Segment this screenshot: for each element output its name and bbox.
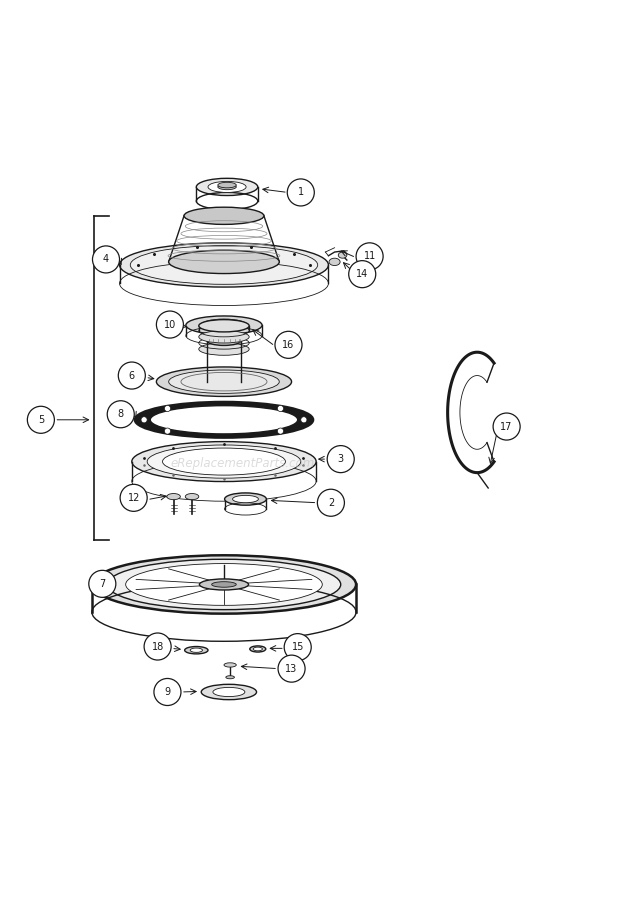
Circle shape [27, 406, 55, 434]
Circle shape [156, 311, 184, 338]
Ellipse shape [92, 556, 356, 613]
Circle shape [284, 634, 311, 660]
Ellipse shape [218, 182, 236, 188]
Text: 7: 7 [99, 579, 105, 589]
Ellipse shape [201, 319, 247, 331]
Ellipse shape [202, 684, 257, 700]
Text: eReplacementParts.com: eReplacementParts.com [170, 457, 314, 470]
Text: 3: 3 [338, 454, 343, 464]
Ellipse shape [107, 559, 341, 610]
Circle shape [493, 413, 520, 440]
Ellipse shape [184, 207, 264, 225]
Ellipse shape [200, 579, 249, 590]
Circle shape [278, 655, 305, 682]
Circle shape [348, 260, 376, 288]
Circle shape [164, 428, 171, 434]
Ellipse shape [213, 688, 245, 697]
Text: 8: 8 [118, 409, 124, 419]
Ellipse shape [135, 402, 313, 437]
Ellipse shape [199, 320, 249, 332]
Ellipse shape [147, 445, 301, 478]
Ellipse shape [199, 331, 249, 343]
Text: 6: 6 [129, 370, 135, 381]
Circle shape [120, 484, 147, 512]
Ellipse shape [156, 367, 291, 396]
Text: 11: 11 [363, 251, 376, 261]
Ellipse shape [197, 178, 258, 195]
Ellipse shape [162, 448, 285, 475]
Circle shape [89, 570, 116, 597]
Text: 4: 4 [103, 254, 109, 264]
Circle shape [301, 416, 307, 423]
Ellipse shape [150, 405, 298, 434]
Ellipse shape [185, 493, 199, 500]
Text: 12: 12 [128, 492, 140, 503]
Circle shape [327, 446, 354, 472]
Ellipse shape [339, 252, 347, 259]
Text: 15: 15 [291, 642, 304, 652]
Ellipse shape [169, 250, 279, 273]
Ellipse shape [224, 493, 267, 505]
Ellipse shape [185, 646, 208, 654]
Circle shape [154, 679, 181, 705]
Circle shape [118, 362, 145, 389]
Ellipse shape [329, 259, 340, 266]
Text: 5: 5 [38, 414, 44, 425]
Text: 13: 13 [285, 664, 298, 674]
Ellipse shape [169, 370, 279, 393]
Text: 18: 18 [151, 642, 164, 651]
Ellipse shape [199, 343, 249, 355]
Circle shape [141, 416, 147, 423]
Circle shape [107, 401, 135, 427]
Ellipse shape [190, 648, 203, 652]
Circle shape [356, 243, 383, 270]
Ellipse shape [224, 663, 236, 667]
Circle shape [287, 179, 314, 206]
Ellipse shape [250, 646, 266, 652]
Text: 10: 10 [164, 319, 176, 329]
Text: 16: 16 [282, 340, 294, 349]
Ellipse shape [132, 442, 316, 481]
Ellipse shape [232, 495, 259, 503]
Circle shape [92, 246, 120, 273]
Text: 1: 1 [298, 187, 304, 197]
Ellipse shape [211, 322, 236, 329]
Ellipse shape [253, 647, 262, 651]
Circle shape [277, 405, 283, 412]
Circle shape [317, 490, 344, 516]
Ellipse shape [130, 246, 317, 284]
Text: 9: 9 [164, 687, 171, 697]
Circle shape [275, 331, 302, 359]
Ellipse shape [120, 243, 329, 287]
Text: 2: 2 [328, 498, 334, 508]
Ellipse shape [207, 336, 241, 346]
Text: 14: 14 [356, 270, 368, 279]
Ellipse shape [211, 581, 236, 587]
Ellipse shape [218, 184, 236, 190]
Circle shape [164, 405, 171, 412]
Ellipse shape [186, 316, 262, 335]
Ellipse shape [126, 564, 322, 605]
Circle shape [277, 428, 283, 434]
Circle shape [144, 633, 171, 660]
Ellipse shape [208, 182, 246, 193]
Text: 17: 17 [500, 422, 513, 432]
Ellipse shape [226, 676, 234, 679]
Ellipse shape [167, 493, 180, 500]
